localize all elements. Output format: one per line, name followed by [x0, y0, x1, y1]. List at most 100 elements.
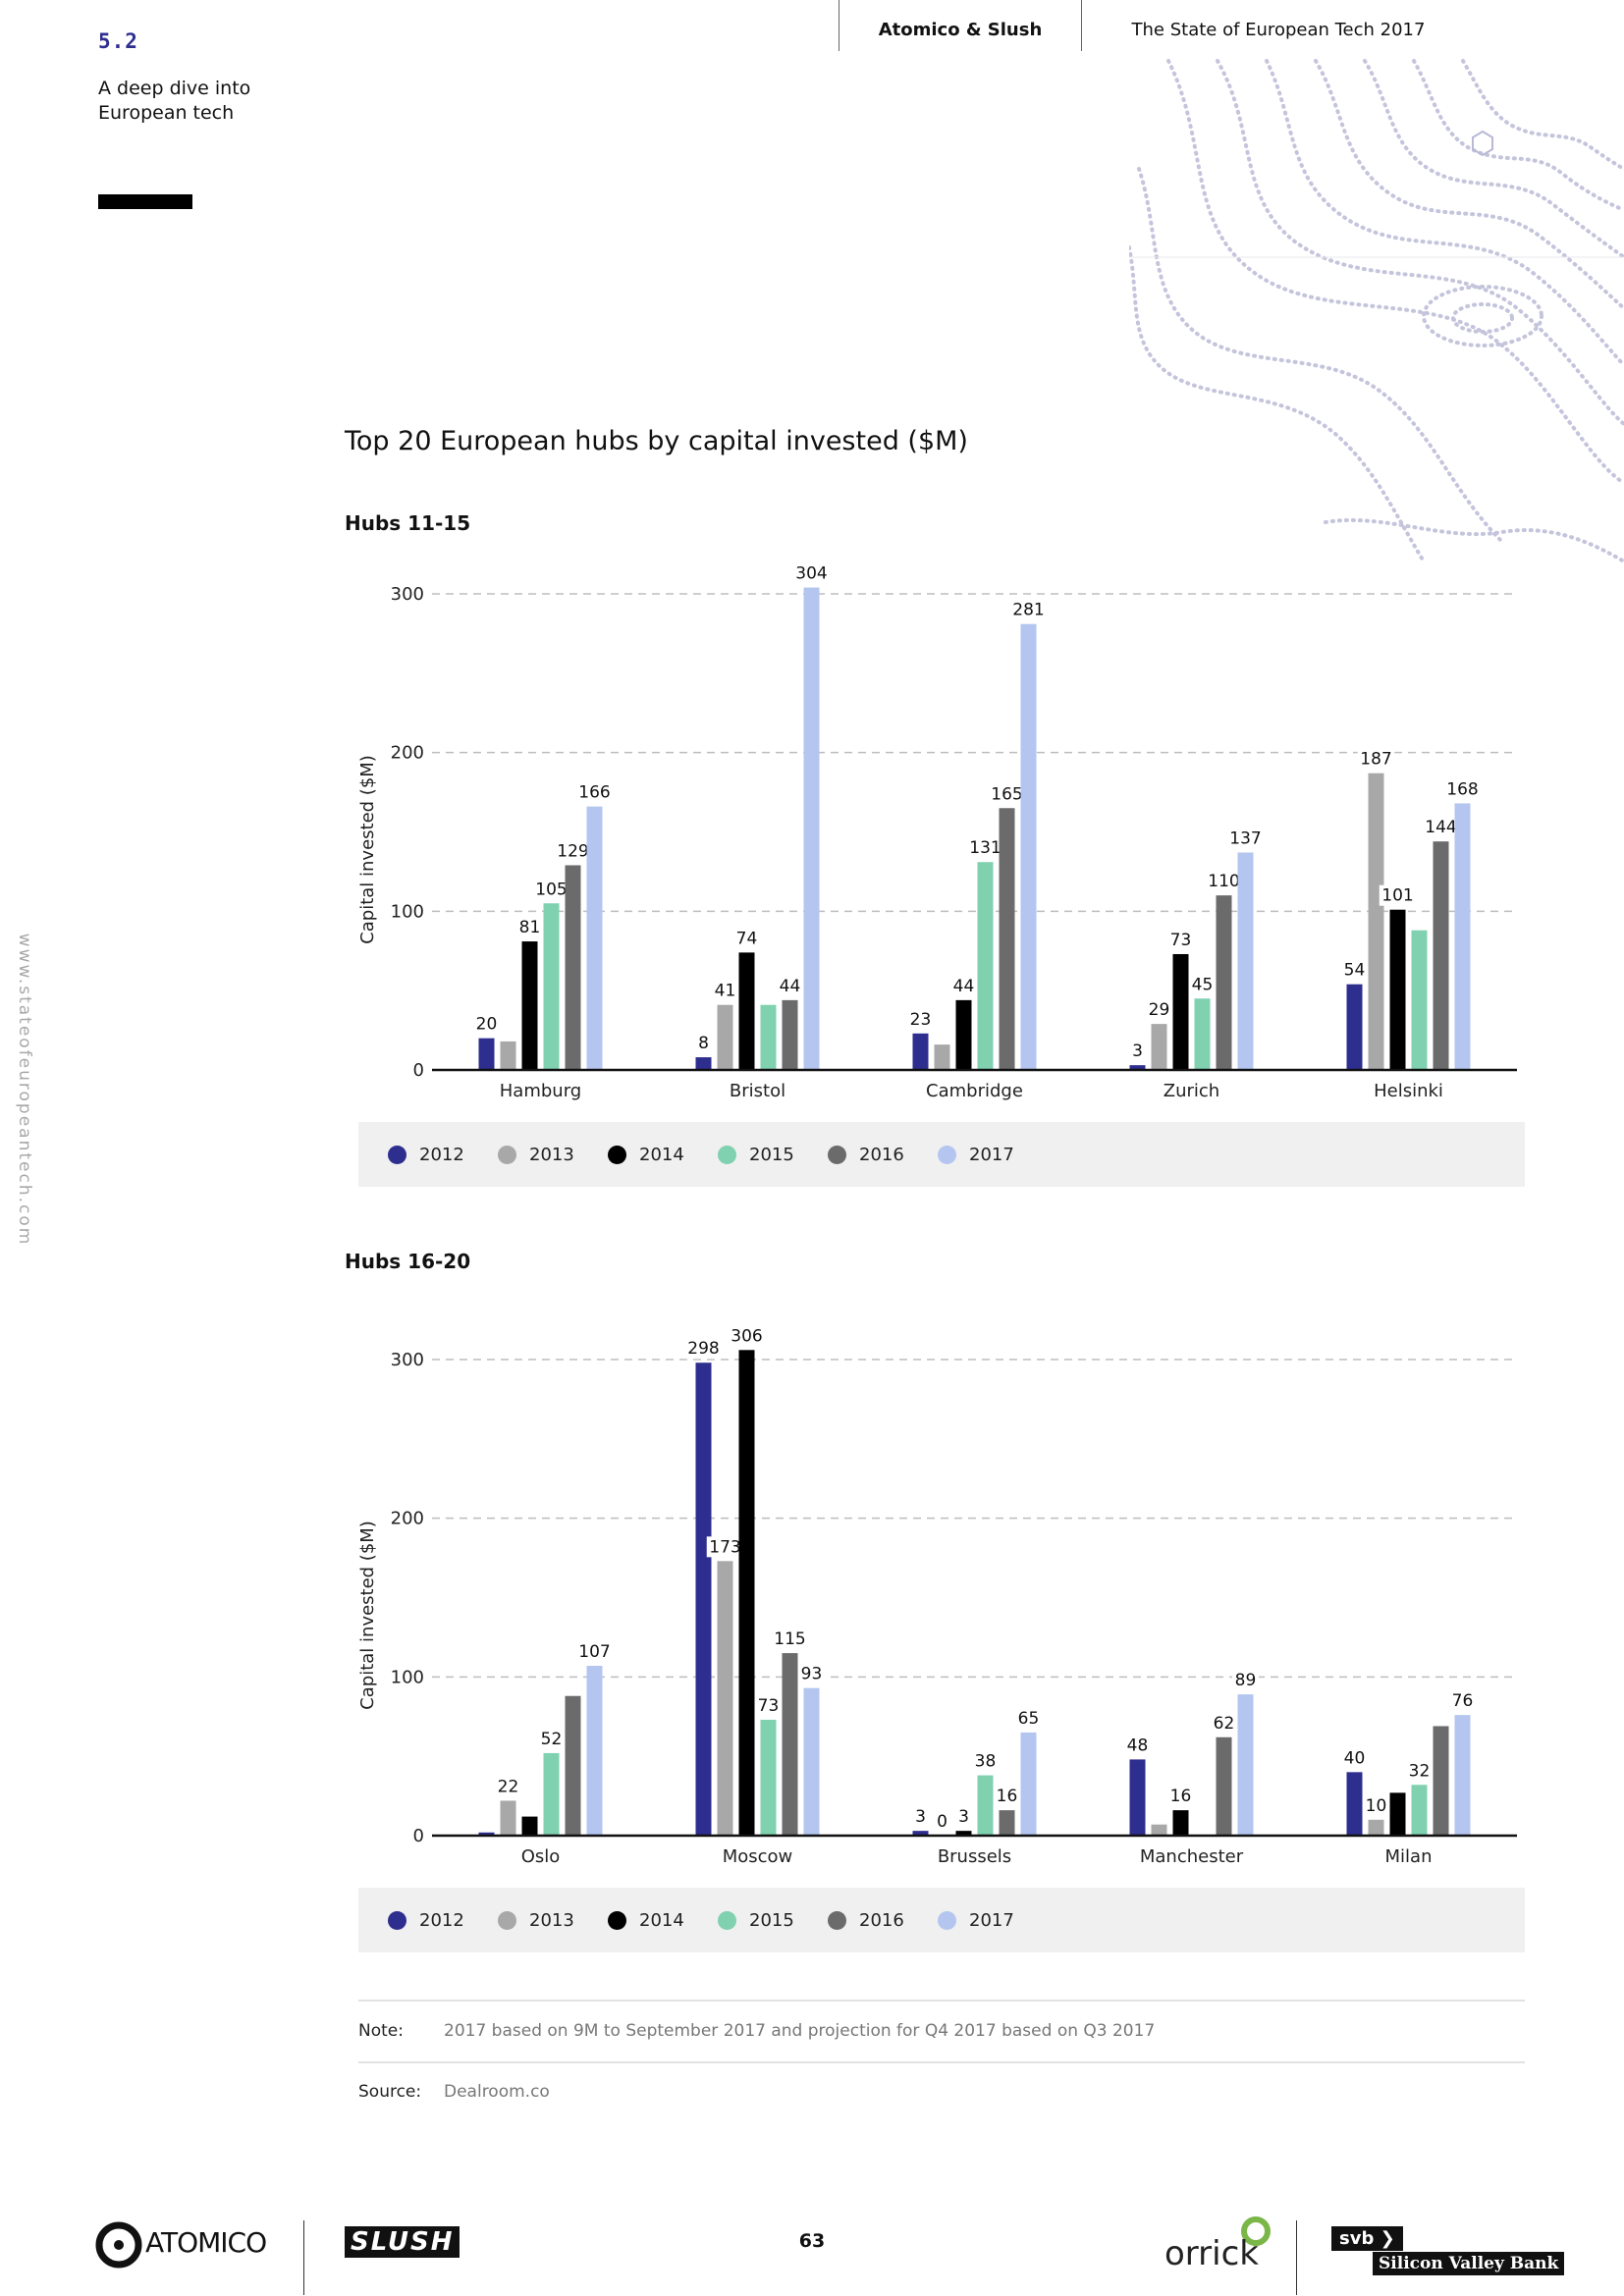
data-label-bg — [1449, 1690, 1476, 1712]
bar-chart-hubs-11-15: 0 100 200 300 Capital invested ($M) 20 81 105 12… — [357, 562, 1517, 1101]
bar-2012 — [912, 1033, 929, 1070]
y-tick-label: 0 — [413, 1826, 424, 1846]
data-label: 168 — [1446, 779, 1478, 799]
bar-2012 — [1129, 1065, 1146, 1070]
legend-label: 2016 — [859, 1909, 904, 1931]
data-label: 16 — [1170, 1787, 1192, 1806]
bar-2013 — [1368, 773, 1384, 1070]
note-text: 2017 based on 9M to September 2017 and p… — [444, 2021, 1156, 2041]
x-tick-label: Zurich — [1164, 1081, 1219, 1101]
legend-label: 2017 — [969, 1909, 1014, 1931]
legend-dot-icon — [388, 1910, 406, 1930]
data-label: 62 — [1214, 1714, 1235, 1734]
y-axis-label: Capital invested ($M) — [357, 1521, 378, 1710]
note-label: Note: — [358, 2021, 404, 2041]
data-label: 20 — [476, 1015, 498, 1035]
data-label: 173 — [709, 1537, 740, 1557]
data-label: 3 — [915, 1807, 926, 1827]
legend-dot-icon — [498, 1910, 516, 1930]
legend-dot-icon — [718, 1145, 736, 1164]
legend-item-2016: 2016 — [828, 1888, 904, 1952]
legend-item-2015: 2015 — [718, 1888, 794, 1952]
legend-label: 2013 — [529, 1144, 574, 1165]
bar-2014 — [1389, 909, 1406, 1070]
header-publisher: Atomico & Slush — [878, 20, 1043, 40]
source-text: Dealroom.co — [444, 2082, 550, 2102]
slush-logo: SLUSH — [345, 2226, 460, 2258]
chevron-right-icon: ❯ — [1380, 2228, 1395, 2249]
atomico-logo-icon — [95, 2221, 142, 2269]
legend-label: 2012 — [419, 1909, 464, 1931]
x-tick-label: Bristol — [730, 1081, 785, 1101]
x-tick-label: Oslo — [521, 1846, 561, 1867]
x-tick-label: Brussels — [938, 1846, 1011, 1867]
section-number: 5.2 — [98, 29, 138, 53]
bar-2012 — [478, 1038, 495, 1070]
data-label-bg — [934, 1811, 950, 1832]
bar-2017 — [1237, 1694, 1254, 1836]
data-label-bg — [1226, 828, 1265, 849]
data-label-bg — [538, 1728, 565, 1749]
bar-2017 — [1454, 1715, 1471, 1836]
data-label-bg — [1363, 1794, 1389, 1816]
x-tick-label: Cambridge — [926, 1081, 1023, 1101]
legend-dot-icon — [828, 1145, 846, 1164]
data-label-bg — [1167, 929, 1194, 950]
legend-item-2013: 2013 — [498, 1888, 574, 1952]
bar-2016 — [565, 865, 581, 1070]
data-label: 16 — [997, 1787, 1018, 1806]
orrick-logo: orrick — [1164, 2234, 1259, 2273]
svb-name: Silicon Valley Bank — [1373, 2252, 1565, 2275]
data-label: 131 — [969, 838, 1001, 858]
section-title: A deep dive into European tech — [98, 78, 251, 124]
bar-2014 — [955, 999, 972, 1070]
website-url[interactable]: www.stateofeuropeantech.com — [15, 933, 34, 1247]
legend-item-2017: 2017 — [938, 1122, 1014, 1187]
bar-2015 — [543, 1752, 560, 1836]
bar-2016 — [999, 808, 1015, 1070]
y-tick-label: 0 — [413, 1060, 424, 1081]
bar-2014 — [1389, 1792, 1406, 1836]
bar-2014 — [738, 1350, 755, 1836]
data-label-bg — [1357, 748, 1395, 770]
bar-2017 — [586, 1666, 603, 1836]
bar-2012 — [1346, 984, 1363, 1070]
bar-2013 — [1368, 1819, 1384, 1836]
data-label-bg — [755, 1694, 782, 1716]
data-label-bg — [955, 1806, 972, 1828]
data-label: 144 — [1425, 818, 1456, 837]
legend-label: 2015 — [749, 1144, 794, 1165]
legend-item-2013: 2013 — [498, 1122, 574, 1187]
y-axis-label: Capital invested ($M) — [357, 755, 378, 944]
data-label-bg — [1379, 884, 1417, 906]
bar-2017 — [1020, 1732, 1037, 1836]
bar-2012 — [695, 1362, 712, 1836]
legend-label: 2015 — [749, 1909, 794, 1931]
data-label-bg — [733, 928, 760, 949]
legend-label: 2012 — [419, 1144, 464, 1165]
legend-label: 2014 — [639, 1144, 684, 1165]
data-label-bg — [1232, 1670, 1259, 1691]
data-label: 41 — [715, 982, 736, 1001]
data-label-bg — [684, 1338, 723, 1360]
bar-2017 — [803, 587, 820, 1070]
bar-2016 — [1216, 1736, 1232, 1836]
y-tick-label: 100 — [391, 901, 424, 922]
bar-2013 — [717, 1561, 733, 1836]
bar-2016 — [782, 1653, 798, 1836]
data-label: 76 — [1452, 1691, 1474, 1711]
data-label-bg — [994, 1786, 1020, 1807]
data-label: 65 — [1018, 1709, 1040, 1729]
bar-2016 — [565, 1695, 581, 1836]
data-label-bg — [554, 840, 592, 862]
legend-item-2017: 2017 — [938, 1888, 1014, 1952]
data-label: 298 — [687, 1339, 719, 1359]
bar-2014 — [521, 941, 538, 1070]
legend-dot-icon — [828, 1910, 846, 1930]
bar-2015 — [977, 862, 994, 1070]
legend-label: 2014 — [639, 1909, 684, 1931]
source-label: Source: — [358, 2082, 422, 2102]
bar-2016 — [999, 1810, 1015, 1836]
bar-2012 — [695, 1057, 712, 1070]
legend-label: 2013 — [529, 1909, 574, 1931]
